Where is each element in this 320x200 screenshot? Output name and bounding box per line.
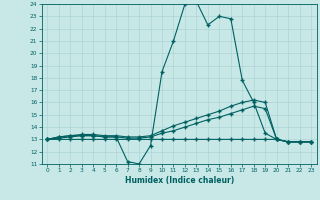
X-axis label: Humidex (Indice chaleur): Humidex (Indice chaleur) <box>124 176 234 185</box>
